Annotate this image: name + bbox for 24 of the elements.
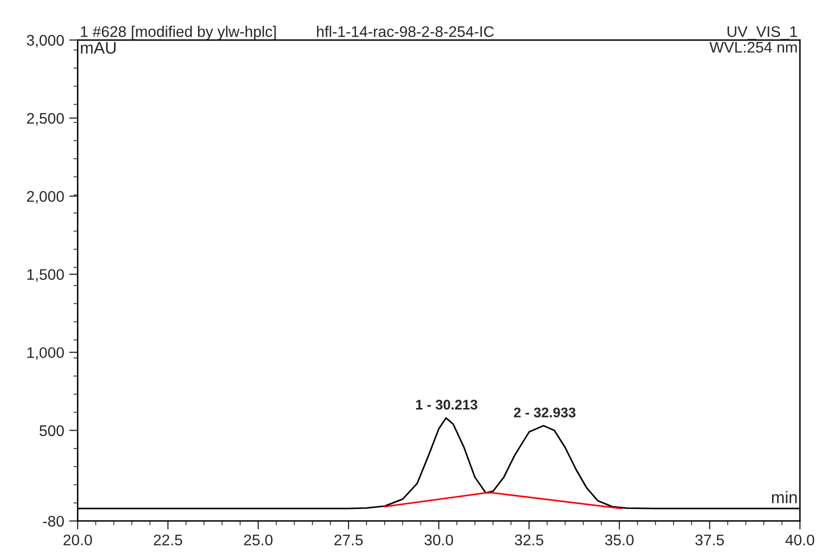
text: 1 #628 [modified by ylw-hplc] — [80, 26, 276, 40]
x-tick-label: 37.5 — [695, 534, 724, 546]
x-tick-label: 35.0 — [605, 534, 634, 546]
x-tick-label: 20.0 — [64, 534, 92, 546]
x-tick-label: 32.5 — [514, 534, 544, 546]
x-tick-label: 40.0 — [785, 534, 814, 546]
x-axis-title: min — [772, 491, 797, 504]
text: UV_VIS_1 — [728, 26, 798, 40]
annotation: 1 - 30.213 — [416, 400, 478, 410]
x-tick-label: 30.0 — [424, 534, 454, 546]
y-tick-label: 3,000 — [26, 34, 64, 48]
y-tick-label: 1,000 — [27, 347, 64, 360]
y-tick-label: -80 — [43, 516, 64, 527]
y-tick-label: 1,500 — [27, 269, 64, 282]
x-tick-label: 25.0 — [244, 534, 272, 546]
annotation: WVL:254 nm — [710, 42, 797, 53]
y-axis-title: mAU — [80, 42, 116, 54]
text: hfl-1-14-rac-98-2-8-254-IC — [317, 26, 494, 38]
y-tick-label: 500 — [40, 425, 64, 436]
x-tick-label: 22.5 — [154, 534, 182, 546]
x-tick-label: 27.5 — [334, 534, 363, 546]
annotation: 2 - 32.933 — [514, 408, 576, 418]
y-tick-label: 2,000 — [27, 191, 64, 204]
y-tick-label: 2,500 — [27, 112, 64, 126]
